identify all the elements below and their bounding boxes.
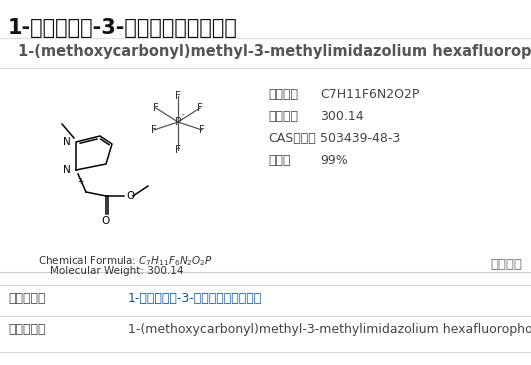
Text: 基本信息: 基本信息 [490, 258, 522, 271]
Text: F: F [151, 125, 157, 135]
Text: F: F [175, 145, 181, 155]
Text: O: O [126, 191, 134, 201]
Text: CAS编号：: CAS编号： [268, 132, 316, 145]
Text: 300.14: 300.14 [320, 110, 364, 123]
Text: N: N [63, 137, 71, 147]
Text: 英文名称：: 英文名称： [8, 323, 46, 336]
Text: 产品名称：: 产品名称： [8, 292, 46, 305]
Text: 1-乙酸甲酯基-3-甲基咪唑六氟磷酸盐: 1-乙酸甲酯基-3-甲基咪唑六氟磷酸盐 [128, 292, 262, 305]
Text: 纯度：: 纯度： [268, 154, 290, 167]
Text: O: O [102, 216, 110, 226]
Text: 1-乙酸甲酯基-3-甲基咪唑六氟磷酸盐: 1-乙酸甲酯基-3-甲基咪唑六氟磷酸盐 [8, 18, 238, 38]
Text: -: - [182, 111, 184, 119]
Text: 503439-48-3: 503439-48-3 [320, 132, 400, 145]
Text: 1-(methoxycarbonyl)methyl-3-methylimidazolium hexafluorophosphate: 1-(methoxycarbonyl)methyl-3-methylimidaz… [18, 44, 531, 59]
Text: 99%: 99% [320, 154, 348, 167]
Text: F: F [153, 103, 159, 113]
Text: +: + [77, 177, 83, 186]
Text: 分子量：: 分子量： [268, 110, 298, 123]
Text: C7H11F6N2O2P: C7H11F6N2O2P [320, 88, 419, 101]
Text: 分子式：: 分子式： [268, 88, 298, 101]
Text: Molecular Weight: 300.14: Molecular Weight: 300.14 [50, 266, 184, 276]
Text: 1-(methoxycarbonyl)methyl-3-methylimidazolium hexafluorophosphate: 1-(methoxycarbonyl)methyl-3-methylimidaz… [128, 323, 531, 336]
Text: F: F [175, 91, 181, 101]
Text: P: P [175, 117, 182, 127]
Text: Chemical Formula: $C_7H_{11}F_6N_2O_2P$: Chemical Formula: $C_7H_{11}F_6N_2O_2P$ [38, 254, 213, 268]
Text: F: F [199, 125, 205, 135]
Text: N: N [63, 165, 71, 175]
Text: F: F [197, 103, 203, 113]
